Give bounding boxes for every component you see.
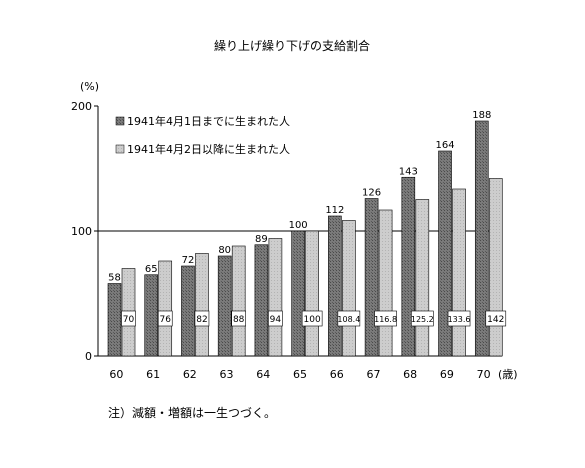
data-label-series-2: 116.8 xyxy=(374,315,397,324)
data-label-box-series-2 xyxy=(411,310,434,327)
data-label-series-2: 82 xyxy=(196,315,207,325)
chart-title: 繰り上げ繰り下げの支給割合 xyxy=(214,38,370,53)
y-tick-label: 200 xyxy=(71,100,92,113)
y-tick-label: 100 xyxy=(71,225,92,238)
data-label-series-1: 58 xyxy=(108,273,121,284)
bar-series-1 xyxy=(364,198,379,357)
data-label-box-series-2 xyxy=(337,310,361,327)
data-label-series-2: 70 xyxy=(123,315,135,325)
data-label-box-series-2 xyxy=(231,310,246,327)
data-label-box-series-2 xyxy=(374,310,397,327)
x-tick-label: 60 xyxy=(109,368,123,381)
data-label-series-2: 94 xyxy=(270,315,282,325)
data-label-series-2: 100 xyxy=(304,315,321,325)
data-label-series-2: 88 xyxy=(233,315,245,325)
bar-series-1 xyxy=(254,244,269,357)
x-tick-label: 66 xyxy=(330,368,344,381)
legend-swatch-series-2 xyxy=(115,144,125,154)
x-tick-label: 70 xyxy=(477,368,491,381)
data-label-series-2: 142 xyxy=(487,315,504,325)
x-tick-label: 69 xyxy=(440,368,454,381)
data-label-series-1: 80 xyxy=(218,245,231,256)
data-label-series-1: 164 xyxy=(435,140,454,151)
x-tick-label: 68 xyxy=(403,368,417,381)
y-axis-label: (%) xyxy=(80,80,99,93)
data-label-series-1: 65 xyxy=(145,264,158,275)
bar-series-2 xyxy=(415,199,430,357)
bar-series-1 xyxy=(291,230,305,357)
data-label-series-1: 126 xyxy=(362,188,381,199)
data-label-series-2: 125.2 xyxy=(411,315,434,324)
data-label-box-series-2 xyxy=(485,310,507,327)
data-label-box-series-2 xyxy=(157,310,173,327)
x-tick-label: 62 xyxy=(183,368,197,381)
x-tick-label: 67 xyxy=(366,368,380,381)
data-label-box-series-2 xyxy=(447,310,471,327)
x-tick-label: 65 xyxy=(293,368,307,381)
data-label-series-2: 76 xyxy=(160,315,172,325)
data-label-series-1: 89 xyxy=(255,234,268,245)
data-label-series-1: 143 xyxy=(399,166,418,177)
bar-series-2 xyxy=(231,245,246,357)
data-label-box-series-2 xyxy=(194,310,210,327)
bar-series-1 xyxy=(107,283,122,357)
bar-series-1 xyxy=(217,255,232,357)
bar-series-2 xyxy=(488,178,503,357)
x-tick-label: 64 xyxy=(256,368,270,381)
bar-series-2 xyxy=(158,260,173,357)
data-label-box-series-2 xyxy=(268,310,283,327)
legend-label-series-1: 1941年4月1日までに生まれた人 xyxy=(127,114,290,128)
x-axis-unit: (歳) xyxy=(498,368,518,381)
data-label-box-series-2 xyxy=(301,310,323,327)
bar-series-1 xyxy=(474,120,489,357)
plot-area: 0 100 200 58 70 60 65 76 61 72 82 62 80 88 63 89 94 64 100… xyxy=(71,100,507,381)
legend-label-series-2: 1941年4月2日以降に生まれた人 xyxy=(127,142,290,156)
bar-series-1 xyxy=(328,215,342,357)
bar-series-1 xyxy=(438,150,452,357)
bar-series-2 xyxy=(342,220,356,357)
x-tick-label: 61 xyxy=(146,368,160,381)
bar-series-1 xyxy=(401,176,416,357)
bar-series-2 xyxy=(268,238,283,357)
data-label-series-2: 133.6 xyxy=(448,315,471,324)
bar-series-2 xyxy=(195,253,209,357)
data-label-series-2: 108.4 xyxy=(337,315,360,324)
y-tick-label: 0 xyxy=(85,350,92,363)
chart-note: 注）減額・増額は一生つづく。 xyxy=(108,405,276,420)
bar-series-2 xyxy=(305,230,319,357)
bar-series-1 xyxy=(181,265,195,357)
bar-series-1 xyxy=(144,274,159,357)
legend: 1941年4月1日までに生まれた人 1941年4月2日以降に生まれた人 xyxy=(115,114,290,156)
data-label-series-1: 112 xyxy=(325,205,344,216)
bar-series-2 xyxy=(452,188,466,357)
data-label-series-1: 188 xyxy=(472,110,491,121)
data-label-series-1: 72 xyxy=(182,255,195,266)
x-tick-label: 63 xyxy=(220,368,234,381)
legend-swatch-series-1 xyxy=(115,116,125,126)
bar-series-2 xyxy=(378,209,393,357)
data-label-box-series-2 xyxy=(121,310,136,327)
data-label-series-1: 100 xyxy=(289,220,308,231)
